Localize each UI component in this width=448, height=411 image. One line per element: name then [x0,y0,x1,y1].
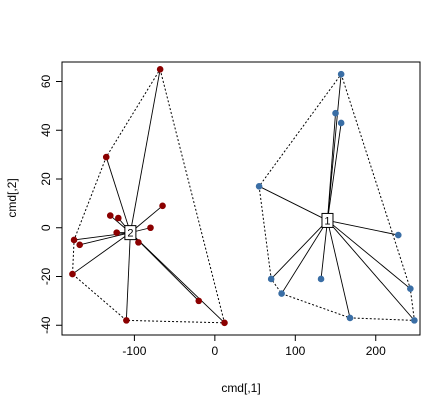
x-tick-label: 0 [212,344,219,358]
x-tick-label: 200 [366,344,386,358]
x-tick-label: -100 [122,344,146,358]
cluster-hulls [71,68,415,324]
cluster-1-center-box [321,212,334,228]
cluster-spokes [72,69,415,324]
cluster-2-spoke [72,232,131,275]
cluster-1-point [278,290,285,297]
cluster-2-spoke [125,232,131,321]
cluster-2-spoke [105,156,131,233]
cluster-2-point [106,212,114,219]
x-tick-label: 100 [285,344,305,358]
plot-box [61,61,421,336]
cluster-1-spoke [327,220,351,319]
cluster-1-spoke [327,122,342,221]
cluster-1-spoke [270,220,328,280]
cluster-2-point [69,270,76,278]
cluster-1-spoke [320,220,328,279]
cluster-2-point [113,229,121,236]
cluster-2-point [76,241,83,249]
cluster-2-point [123,317,130,324]
cluster-2-point [156,66,164,73]
cluster-2-spoke [74,232,131,241]
cluster-1-point [337,70,345,78]
cluster-2-point [147,224,154,232]
cluster-1-spoke [327,219,399,236]
cluster-1-spoke [258,185,328,221]
cluster-1-point [267,275,275,283]
cluster-2-point [115,214,122,222]
y-axis-label: cmd[,2] [5,178,19,217]
cluster-2-center-box [124,225,137,241]
cluster-2-point [135,239,142,246]
cluster-1-point [337,119,345,127]
cluster-2-hull [71,68,226,324]
y-tick-label: 20 [39,172,53,186]
cluster-1-point [317,275,325,283]
data-points [69,66,418,327]
cluster-1-spoke [327,220,415,321]
y-tick-label: -40 [39,316,53,334]
y-tick-label: 60 [39,75,53,89]
cluster-centers: 21 [124,212,334,241]
cluster-2-point [70,236,78,244]
x-axis-label: cmd[,1] [221,381,260,395]
cluster-2-point [195,297,203,305]
x-axis: -100 0 100 200 [122,335,386,358]
cluster-1-point [255,183,263,190]
cluster-1-spoke [281,220,328,294]
cluster-2-spoke [130,232,225,324]
y-tick-label: -20 [39,268,53,286]
cluster-2-point [102,153,110,161]
cluster-1-spoke [327,220,411,290]
y-tick-label: 0 [39,224,53,231]
cluster-2-spoke [79,232,131,246]
cluster-2-spoke [129,69,161,233]
cluster-2-point [159,202,166,210]
y-axis: -40 -20 0 20 40 60 [39,75,62,334]
cluster-1-point [394,231,402,239]
cluster-1-point [407,285,414,292]
cluster-1-spoke [327,113,336,221]
cluster-1-point [332,109,339,117]
cluster-1-center-label: 1 [324,215,330,227]
cluster-1-point [346,314,354,322]
cluster-1-point [411,317,418,324]
y-tick-label: 40 [39,123,53,137]
cluster-2-point [221,319,228,327]
cluster-2-center-label: 2 [127,228,133,240]
